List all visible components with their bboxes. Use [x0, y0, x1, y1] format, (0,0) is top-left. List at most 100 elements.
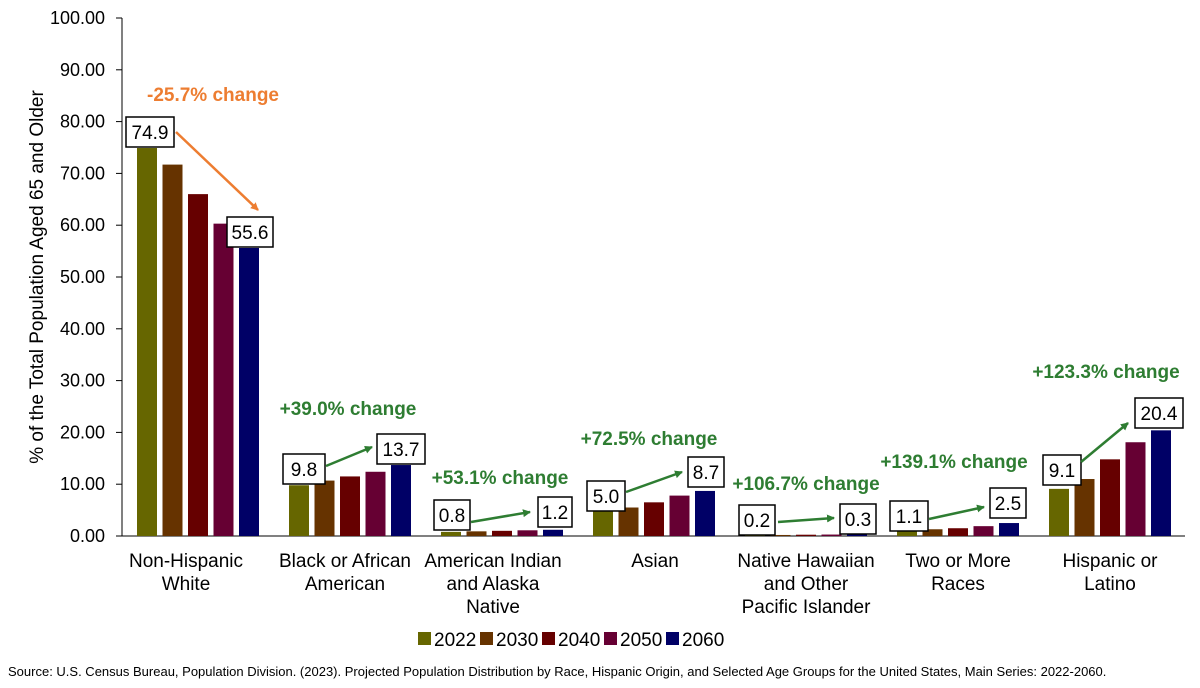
- percent-change-annotation: +106.7% change: [732, 474, 879, 495]
- category-label: Hispanic or: [1062, 551, 1158, 572]
- bar-2060-cat-0: [239, 247, 259, 536]
- change-arrow: [1080, 422, 1129, 463]
- start-value-label-text: 74.9: [132, 123, 169, 144]
- change-arrow: [625, 470, 683, 494]
- start-value-label: 5.0: [586, 480, 626, 512]
- category-label: Asian: [631, 551, 679, 572]
- start-value-label-text: 9.8: [291, 460, 317, 481]
- legend-label-2022: 2022: [434, 630, 476, 651]
- category-label: Native Hawaiian: [737, 551, 874, 572]
- percent-change-annotation: +53.1% change: [432, 468, 569, 489]
- legend-label-2050: 2050: [620, 630, 662, 651]
- end-value-label-text: 20.4: [1141, 404, 1178, 425]
- start-value-label: 9.1: [1042, 454, 1082, 486]
- bar-2030-cat-2: [466, 531, 487, 536]
- start-value-label-box: [1042, 454, 1082, 486]
- bar-2050-cat-3: [669, 495, 690, 536]
- start-value-label-box: [586, 480, 626, 512]
- start-value-label: 74.9: [125, 116, 175, 148]
- end-value-label-box: [839, 503, 877, 535]
- start-value-label-box: [282, 453, 326, 485]
- end-value-label-text: 55.6: [232, 223, 269, 244]
- change-arrow: [325, 445, 373, 468]
- bar-2060-cat-3: [695, 490, 715, 536]
- category-label: American: [305, 574, 385, 595]
- bar-2030-cat-0: [162, 164, 183, 536]
- y-tick-label: 20.00: [60, 422, 105, 442]
- y-tick-label: 60.00: [60, 215, 105, 235]
- end-value-label: 13.7: [376, 433, 426, 465]
- y-tick-label: 0.00: [70, 526, 105, 546]
- source-note: Source: U.S. Census Bureau, Population D…: [8, 664, 1106, 679]
- end-value-label-box: [687, 456, 725, 488]
- change-arrow: [928, 504, 985, 521]
- bar-2040-cat-4: [796, 534, 816, 536]
- end-value-label: 2.5: [989, 487, 1027, 519]
- legend-swatch-2060: [666, 632, 679, 645]
- bar-2040-cat-3: [644, 502, 664, 536]
- bar-2022-cat-1: [289, 485, 309, 536]
- end-value-label-box: [226, 216, 274, 248]
- y-tick-label: 100.00: [50, 8, 105, 28]
- y-tick-label: 40.00: [60, 319, 105, 339]
- category-label: and Alaska: [447, 574, 540, 595]
- start-value-label-box: [125, 116, 175, 148]
- bar-2050-cat-5: [973, 526, 994, 536]
- end-value-label-box: [989, 487, 1027, 519]
- legend-swatch-2050: [604, 632, 617, 645]
- bar-2060-cat-1: [391, 465, 411, 536]
- change-arrow: [777, 514, 835, 524]
- legend: 2022 2030 2040 2050 2060: [418, 630, 724, 651]
- start-value-label-text: 0.8: [439, 506, 465, 527]
- bar-2060-cat-5: [999, 523, 1019, 536]
- category-label: Races: [931, 574, 985, 595]
- bar-2040-cat-5: [948, 528, 968, 536]
- end-value-label-text: 2.5: [995, 494, 1021, 515]
- end-value-label-text: 1.2: [542, 503, 568, 524]
- legend-swatch-2030: [480, 632, 493, 645]
- percent-change-annotation: +123.3% change: [1032, 362, 1179, 383]
- bar-2040-cat-0: [188, 194, 208, 536]
- bar-2040-cat-6: [1100, 459, 1120, 536]
- start-value-label-box: [738, 504, 776, 536]
- percent-change-annotation: +72.5% change: [581, 429, 718, 450]
- y-tick-label: 80.00: [60, 112, 105, 132]
- end-value-label: 55.6: [226, 216, 274, 248]
- bar-2030-cat-4: [770, 534, 791, 536]
- y-tick-label: 50.00: [60, 267, 105, 287]
- start-value-label-text: 9.1: [1049, 461, 1075, 482]
- end-value-label: 8.7: [687, 456, 725, 488]
- change-arrow: [470, 509, 531, 524]
- bar-2060-cat-4: [847, 534, 867, 536]
- bars: [137, 148, 1171, 536]
- bar-2030-cat-6: [1074, 479, 1095, 536]
- start-value-label: 9.8: [282, 453, 326, 485]
- category-label: and Other: [764, 574, 849, 595]
- annotations: 74.9 9.8 0.8 5.0 0.2 1.1 9.1 55.6 13.7 1.2 8.7 0.3 2…: [125, 85, 1184, 536]
- start-value-label-text: 0.2: [744, 511, 770, 532]
- legend-label-2030: 2030: [496, 630, 538, 651]
- end-value-label-box: [1134, 397, 1184, 429]
- legend-swatch-2022: [418, 632, 431, 645]
- bar-2022-cat-3: [593, 510, 613, 536]
- bar-2050-cat-1: [365, 471, 386, 536]
- y-tick-label: 30.00: [60, 371, 105, 391]
- bar-2050-cat-2: [517, 530, 538, 536]
- category-label: Latino: [1084, 574, 1136, 595]
- legend-swatch-2040: [542, 632, 555, 645]
- bar-2050-cat-0: [213, 223, 234, 536]
- category-label: Non-Hispanic: [129, 551, 243, 572]
- end-value-label: 1.2: [537, 496, 573, 528]
- y-tick-label: 10.00: [60, 474, 105, 494]
- y-axis-title: % of the Total Population Aged 65 and Ol…: [27, 90, 48, 464]
- start-value-label: 1.1: [889, 500, 929, 532]
- bar-2022-cat-6: [1049, 488, 1069, 536]
- end-value-label-text: 8.7: [693, 463, 719, 484]
- start-value-label-text: 5.0: [593, 487, 619, 508]
- end-value-label-text: 13.7: [383, 440, 420, 461]
- start-value-label: 0.2: [738, 504, 776, 536]
- category-label: Pacific Islander: [742, 597, 872, 618]
- category-label: Two or More: [905, 551, 1011, 572]
